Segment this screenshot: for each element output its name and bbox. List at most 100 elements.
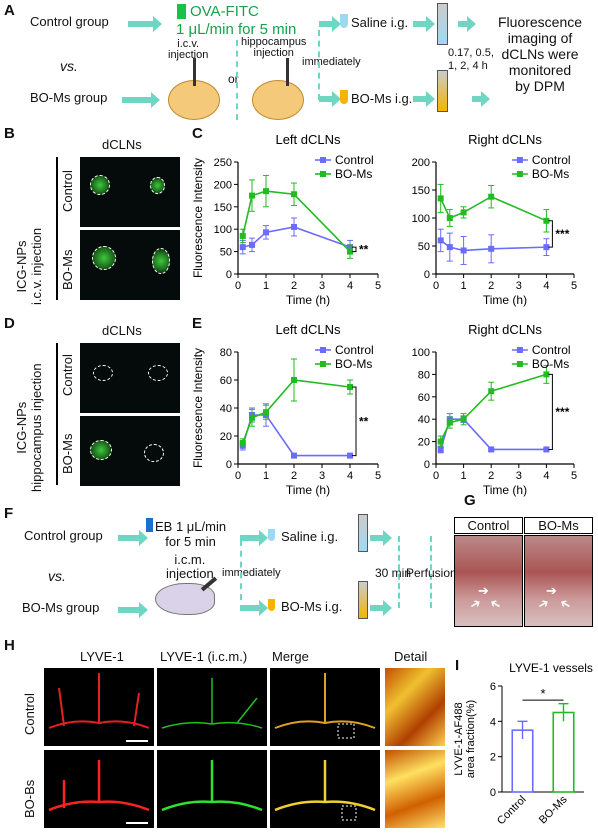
legend-marker	[320, 171, 326, 177]
h-col-merge: Merge	[272, 649, 309, 664]
data-point	[488, 446, 495, 453]
lymph-node-spot	[93, 365, 113, 381]
arrow-icon: ➔	[546, 583, 557, 598]
y-tick-label: 20	[418, 437, 430, 449]
y-tick-label: 100	[214, 224, 232, 236]
saline-tube-icon	[340, 14, 348, 28]
boms-tube-icon	[268, 599, 275, 611]
series-line-control	[242, 226, 351, 248]
panel-letter-i: I	[455, 657, 460, 674]
saline-label: Saline i.g.	[351, 15, 409, 30]
legend-label: Control	[532, 343, 571, 357]
bracket	[56, 157, 58, 300]
d-side-label: ICG-NPs hippocampus injection	[14, 363, 44, 492]
legend-label: BO-Ms	[532, 357, 569, 371]
y-axis-label: Fluorescence Intensity	[191, 158, 205, 278]
series-line-control	[439, 418, 547, 451]
arrow	[370, 600, 392, 616]
perfusion-label: Perfusion	[406, 566, 457, 580]
chart-title: Right dCLNs	[468, 132, 542, 147]
x-tick-label: 2	[291, 470, 297, 482]
legend-label: Control	[335, 343, 374, 357]
arrow	[458, 16, 476, 32]
y-tick-label: 50	[418, 241, 430, 253]
lymph-node-spot	[152, 248, 170, 274]
b-row-control: Control	[60, 170, 75, 212]
legend-label: BO-Ms	[532, 167, 569, 181]
data-point	[239, 440, 246, 446]
x-tick-label: 3	[319, 470, 325, 482]
h-image-merge-bobs	[270, 750, 380, 828]
flow-line	[240, 540, 242, 600]
y-tick-label: 80	[220, 347, 232, 359]
flow-line	[398, 536, 400, 608]
chart-i: LYVE-1 vessels 0 2 4 6 LYVE-1-AF488 area fract…	[453, 661, 593, 827]
icv-label: i.c.v. injection	[168, 38, 209, 61]
series-line-bo-ms	[242, 379, 351, 444]
y-axis-label: Fluorescence Intensity	[191, 348, 205, 468]
panel-letter-e: E	[192, 315, 203, 332]
h-image-icm-bobs	[157, 750, 267, 828]
vessel-drawing	[274, 760, 376, 821]
legend-marker	[516, 347, 523, 353]
bar-control	[511, 729, 534, 793]
x-tick-label: 5	[375, 470, 381, 482]
h-col-lyve1: LYVE-1	[80, 649, 124, 664]
data-point	[239, 232, 246, 239]
d-row-boms: BO-Ms	[60, 433, 75, 474]
data-point	[249, 414, 255, 421]
hippo-label: hippocampus injection	[241, 36, 307, 59]
arrow	[319, 91, 341, 107]
significance-label: *	[540, 686, 545, 701]
ova-label: OVA-FITC	[190, 3, 259, 20]
y-tick-label: 60	[418, 392, 430, 404]
data-point	[460, 209, 467, 216]
legend-label: BO-Ms	[335, 167, 372, 181]
syringe-icon	[437, 70, 448, 112]
legend-label: Control	[335, 153, 374, 167]
significance-label: ***	[555, 227, 569, 241]
eb-label: EB 1 μL/min for 5 min	[155, 519, 227, 549]
arrow	[472, 91, 490, 107]
x-tick-label: 1	[263, 280, 269, 292]
lymph-node-spot	[90, 440, 112, 460]
data-point	[239, 244, 246, 251]
y-tick-label: 0	[424, 459, 430, 471]
timepoints-label: 0.17, 0.5, 1, 2, 4 h	[448, 47, 494, 72]
data-point	[347, 452, 353, 459]
data-point	[263, 229, 269, 236]
y-tick-label: 0	[226, 269, 232, 281]
data-point	[543, 446, 550, 453]
data-point	[460, 416, 467, 423]
x-tick-label: 3	[516, 280, 522, 292]
x-tick-label: 5	[571, 280, 577, 292]
data-point	[291, 191, 297, 198]
d-row-control: Control	[60, 354, 75, 396]
chart-title: Left dCLNs	[275, 322, 341, 337]
y-tick-label: 0	[424, 269, 430, 281]
chart-e-right: Right dCLNs 0 1 2 3 4 5 0 20 40 60 80 100 Time (h) Con…	[412, 322, 577, 497]
h-image-detail-bobs	[385, 750, 445, 828]
arrow	[118, 530, 148, 546]
arrow	[240, 530, 268, 546]
significance-bracket	[352, 246, 357, 253]
saline-tube-icon	[268, 529, 275, 541]
x-tick-label: 2	[488, 470, 494, 482]
panel-letter-g: G	[464, 492, 476, 509]
y-axis-label: area fraction(%)	[465, 700, 477, 778]
d-image-boms	[80, 416, 180, 486]
x-tick-label: 5	[571, 470, 577, 482]
b-image-boms	[80, 230, 180, 300]
legend-label: Control	[532, 153, 571, 167]
h-image-detail-control	[385, 668, 445, 746]
h-row-control: Control	[22, 693, 37, 735]
vs-label: vs.	[60, 58, 78, 74]
data-point	[446, 215, 453, 221]
data-point	[437, 195, 444, 202]
legend-marker	[320, 361, 326, 367]
b-title: dCLNs	[102, 137, 142, 152]
data-point	[263, 188, 269, 195]
panel-letter-d: D	[4, 315, 15, 332]
